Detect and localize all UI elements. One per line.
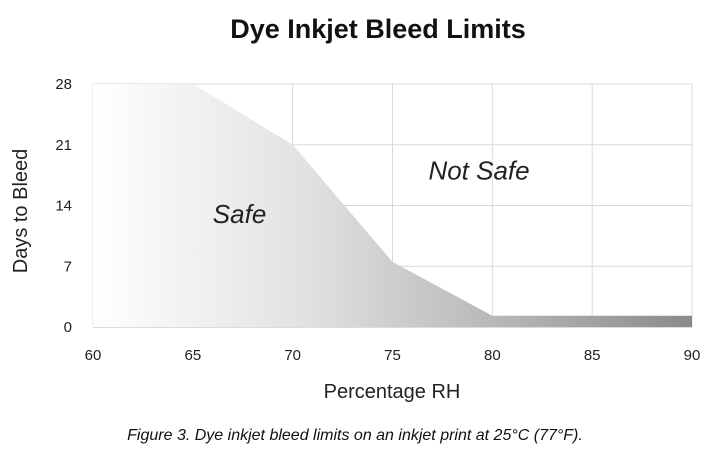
bleed-limit-area [93,84,692,327]
x-tick-label: 85 [584,347,601,364]
region-annotations: Safe Not Safe [213,155,530,228]
chart-title: Dye Inkjet Bleed Limits [230,14,526,44]
x-tick-label: 70 [284,347,301,364]
y-tick-label: 0 [64,319,72,336]
y-tick-label: 7 [64,258,72,275]
y-axis-label: Days to Bleed [10,149,32,274]
region-annotation: Not Safe [428,155,529,185]
y-tick-labels: 0 7 14 21 28 [55,76,72,336]
x-tick-label: 90 [684,347,701,364]
y-tick-label: 28 [55,76,72,93]
region-annotation: Safe [213,199,266,229]
x-tick-label: 75 [384,347,401,364]
y-tick-label: 14 [55,198,72,215]
y-tick-label: 21 [55,137,72,154]
x-tick-label: 65 [184,347,201,364]
x-tick-label: 60 [85,347,102,364]
x-axis-label: Percentage RH [324,381,461,403]
figure-caption: Figure 3. Dye inkjet bleed limits on an … [127,427,583,444]
x-tick-label: 80 [484,347,501,364]
x-tick-labels: 60 65 70 75 80 85 90 [85,347,701,364]
